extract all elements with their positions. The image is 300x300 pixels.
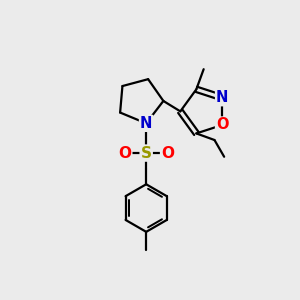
Text: S: S	[141, 146, 152, 160]
Text: N: N	[216, 90, 228, 105]
Text: N: N	[140, 116, 152, 131]
Text: O: O	[216, 118, 229, 133]
Text: O: O	[118, 146, 131, 160]
Text: O: O	[161, 146, 174, 160]
